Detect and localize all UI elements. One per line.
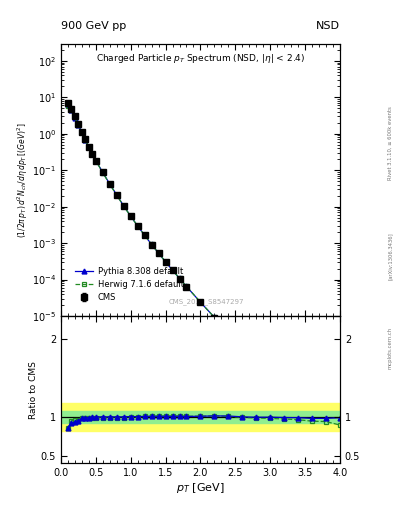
Herwig 7.1.6 default xyxy=(254,357,259,364)
Pythia 8.308 default xyxy=(101,169,105,176)
Herwig 7.1.6 default xyxy=(177,275,182,282)
Herwig 7.1.6 default xyxy=(101,169,105,176)
Pythia 8.308 default xyxy=(324,425,329,432)
Pythia 8.308 default xyxy=(296,398,300,404)
Line: Pythia 8.308 default: Pythia 8.308 default xyxy=(66,103,342,444)
Herwig 7.1.6 default xyxy=(338,440,342,446)
Herwig 7.1.6 default xyxy=(86,144,91,150)
Herwig 7.1.6 default xyxy=(66,102,70,109)
Herwig 7.1.6 default xyxy=(198,299,203,305)
Pythia 8.308 default xyxy=(254,357,259,364)
Pythia 8.308 default xyxy=(282,385,286,391)
Pythia 8.308 default xyxy=(198,299,203,305)
Herwig 7.1.6 default xyxy=(240,344,244,350)
Herwig 7.1.6 default xyxy=(296,399,300,405)
Herwig 7.1.6 default xyxy=(135,223,140,229)
Text: CMS_2010_S8547297: CMS_2010_S8547297 xyxy=(168,298,244,305)
Herwig 7.1.6 default xyxy=(83,137,88,143)
Herwig 7.1.6 default xyxy=(114,192,119,198)
Herwig 7.1.6 default xyxy=(121,203,126,209)
Y-axis label: $(1/2\pi\,p_T)\,d^2N_{ch}/d\eta\,dp_T\,[(GeV)^2]$: $(1/2\pi\,p_T)\,d^2N_{ch}/d\eta\,dp_T\,[… xyxy=(16,122,31,238)
Herwig 7.1.6 default xyxy=(79,129,84,135)
Pythia 8.308 default xyxy=(135,223,140,229)
Text: mcplots.cern.ch: mcplots.cern.ch xyxy=(388,327,393,369)
Bar xyxy=(61,403,340,431)
Herwig 7.1.6 default xyxy=(170,267,175,273)
Pythia 8.308 default xyxy=(170,267,175,273)
Pythia 8.308 default xyxy=(212,314,217,321)
Herwig 7.1.6 default xyxy=(212,314,217,321)
Pythia 8.308 default xyxy=(114,192,119,198)
Herwig 7.1.6 default xyxy=(226,329,231,335)
Pythia 8.308 default xyxy=(128,213,133,219)
Text: 900 GeV pp: 900 GeV pp xyxy=(61,20,126,31)
Pythia 8.308 default xyxy=(76,122,81,128)
Herwig 7.1.6 default xyxy=(310,413,314,419)
Herwig 7.1.6 default xyxy=(156,250,161,257)
Herwig 7.1.6 default xyxy=(73,114,77,120)
Pythia 8.308 default xyxy=(79,129,84,135)
Pythia 8.308 default xyxy=(149,241,154,247)
Text: [arXiv:1306.3436]: [arXiv:1306.3436] xyxy=(388,232,393,280)
Pythia 8.308 default xyxy=(142,232,147,239)
Herwig 7.1.6 default xyxy=(184,283,189,289)
Herwig 7.1.6 default xyxy=(282,385,286,391)
Pythia 8.308 default xyxy=(240,343,244,349)
Text: Rivet 3.1.10, ≥ 600k events: Rivet 3.1.10, ≥ 600k events xyxy=(388,106,393,180)
Herwig 7.1.6 default xyxy=(90,151,95,157)
Herwig 7.1.6 default xyxy=(163,259,168,265)
Pythia 8.308 default xyxy=(163,259,168,265)
Herwig 7.1.6 default xyxy=(94,158,98,164)
Pythia 8.308 default xyxy=(121,203,126,209)
Pythia 8.308 default xyxy=(73,115,77,121)
Pythia 8.308 default xyxy=(156,250,161,257)
Pythia 8.308 default xyxy=(177,275,182,282)
Herwig 7.1.6 default xyxy=(69,106,74,113)
Herwig 7.1.6 default xyxy=(142,232,147,239)
Pythia 8.308 default xyxy=(226,329,231,335)
Herwig 7.1.6 default xyxy=(149,241,154,247)
Pythia 8.308 default xyxy=(107,181,112,187)
Bar xyxy=(61,411,340,423)
Pythia 8.308 default xyxy=(310,412,314,418)
Text: Charged Particle $p_T$ Spectrum (NSD, $|\eta|$ < 2.4): Charged Particle $p_T$ Spectrum (NSD, $|… xyxy=(96,52,305,65)
Herwig 7.1.6 default xyxy=(324,426,329,432)
Pythia 8.308 default xyxy=(268,371,273,377)
Legend: Pythia 8.308 default, Herwig 7.1.6 default, CMS: Pythia 8.308 default, Herwig 7.1.6 defau… xyxy=(73,265,185,304)
Herwig 7.1.6 default xyxy=(268,371,273,377)
Text: NSD: NSD xyxy=(316,20,340,31)
Pythia 8.308 default xyxy=(86,144,91,150)
Herwig 7.1.6 default xyxy=(76,122,81,128)
Pythia 8.308 default xyxy=(66,102,70,109)
Pythia 8.308 default xyxy=(338,439,342,445)
X-axis label: $p_T$ [GeV]: $p_T$ [GeV] xyxy=(176,481,225,495)
Pythia 8.308 default xyxy=(94,158,98,164)
Line: Herwig 7.1.6 default: Herwig 7.1.6 default xyxy=(66,103,342,446)
Herwig 7.1.6 default xyxy=(128,213,133,219)
Pythia 8.308 default xyxy=(184,284,189,290)
Pythia 8.308 default xyxy=(69,108,74,114)
Y-axis label: Ratio to CMS: Ratio to CMS xyxy=(29,361,38,419)
Pythia 8.308 default xyxy=(90,151,95,157)
Herwig 7.1.6 default xyxy=(107,181,112,187)
Pythia 8.308 default xyxy=(83,137,88,143)
